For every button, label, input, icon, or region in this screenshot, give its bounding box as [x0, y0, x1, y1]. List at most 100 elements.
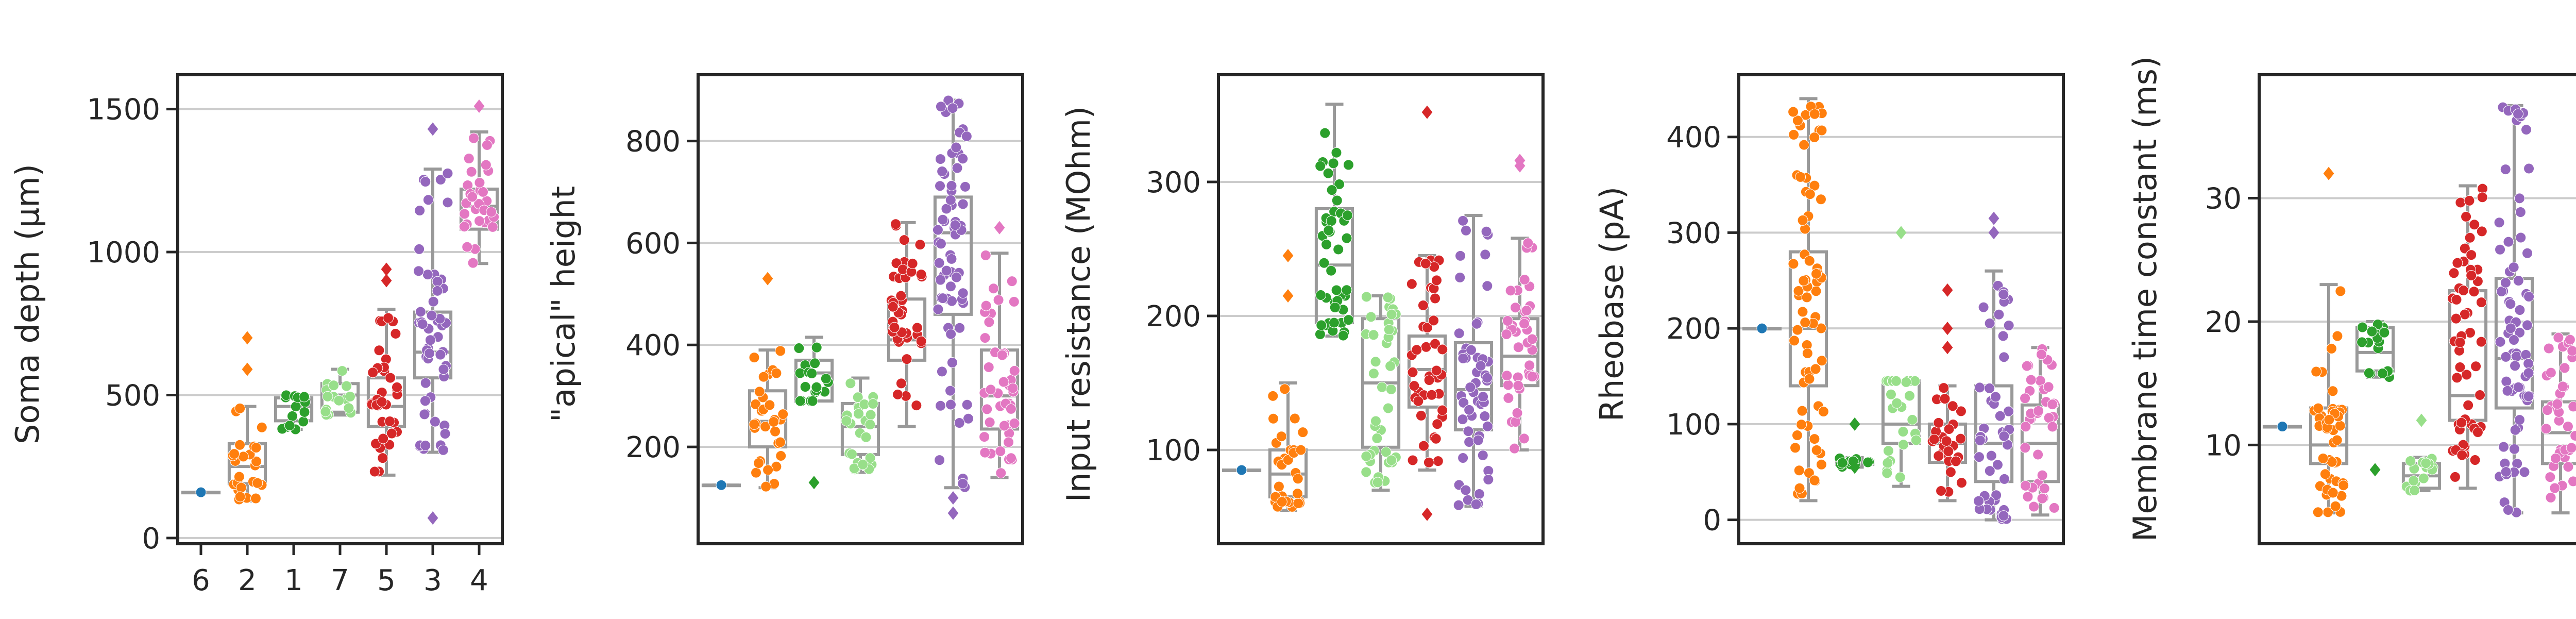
- axes-frame: [1217, 73, 1545, 545]
- cluster-1-box: [1834, 417, 1875, 474]
- data-point: [435, 349, 446, 360]
- data-point: [945, 281, 956, 292]
- y-tick-label: 500: [105, 379, 160, 412]
- data-point: [1407, 366, 1418, 378]
- data-point: [1273, 481, 1284, 492]
- cluster-3-box: [413, 122, 453, 525]
- outlier-point: [381, 274, 392, 288]
- data-point: [336, 365, 348, 377]
- data-point: [852, 392, 863, 403]
- x-tick-label: 1: [284, 564, 303, 597]
- data-point: [234, 403, 246, 414]
- data-point: [1797, 214, 1808, 226]
- data-point: [2047, 421, 2058, 432]
- data-point: [947, 103, 958, 114]
- data-point: [984, 416, 995, 428]
- data-point: [1329, 302, 1341, 313]
- data-point: [941, 265, 952, 276]
- outlier-point: [1421, 105, 1433, 119]
- data-point: [2468, 286, 2480, 297]
- data-point: [751, 467, 762, 478]
- data-point: [1481, 226, 1492, 237]
- data-point: [775, 437, 786, 448]
- data-point: [442, 168, 453, 179]
- data-point: [984, 316, 995, 328]
- cluster-6-box: [2262, 421, 2302, 432]
- x-tick-label: 4: [470, 564, 488, 597]
- data-point: [1993, 309, 2005, 320]
- data-point: [1994, 410, 2006, 422]
- data-point: [2405, 455, 2416, 466]
- data-point: [760, 421, 771, 432]
- data-point: [1810, 363, 1821, 375]
- data-point: [1318, 257, 1330, 269]
- data-point: [1809, 132, 1820, 143]
- data-point: [1341, 232, 1352, 244]
- data-point: [899, 235, 910, 246]
- data-point: [1432, 419, 1443, 430]
- data-point: [415, 306, 426, 317]
- outlier-point: [1988, 226, 1999, 240]
- data-point: [1800, 317, 1811, 328]
- data-point: [1343, 159, 1354, 171]
- data-point: [807, 395, 818, 407]
- data-point: [1482, 421, 1493, 432]
- data-point: [2332, 330, 2343, 342]
- data-point: [414, 205, 426, 216]
- data-point: [2032, 449, 2044, 460]
- data-point: [2021, 360, 2032, 372]
- data-point: [1293, 498, 1304, 509]
- data-point: [1370, 356, 1381, 367]
- data-point: [2500, 466, 2512, 477]
- data-point: [1005, 403, 1016, 414]
- data-point: [800, 381, 811, 392]
- data-point: [367, 367, 379, 378]
- data-point: [937, 293, 948, 304]
- data-point: [998, 376, 1009, 388]
- data-point: [480, 159, 492, 171]
- data-point: [419, 409, 430, 420]
- data-point: [2456, 449, 2468, 461]
- outlier-point: [1942, 322, 1953, 336]
- data-point: [2541, 405, 2553, 416]
- data-point: [413, 265, 425, 277]
- data-point: [234, 439, 246, 450]
- data-point: [1331, 147, 1342, 158]
- data-point: [2523, 291, 2535, 302]
- data-point: [2508, 262, 2519, 273]
- data-point: [1788, 258, 1799, 270]
- data-point: [892, 389, 904, 400]
- data-point: [959, 181, 971, 192]
- data-point: [1331, 285, 1342, 296]
- cluster-3-box: [932, 95, 974, 520]
- data-point: [1432, 456, 1444, 467]
- data-point: [2505, 323, 2516, 334]
- outlier-point: [242, 331, 253, 345]
- data-point: [2277, 421, 2288, 432]
- data-point: [1790, 442, 1801, 454]
- data-point: [2475, 389, 2486, 400]
- data-point: [2540, 423, 2552, 434]
- data-point: [390, 328, 401, 339]
- data-point: [998, 420, 1010, 431]
- data-point: [2455, 197, 2466, 208]
- data-point: [935, 274, 946, 286]
- data-point: [1804, 189, 1816, 200]
- data-point: [853, 408, 865, 420]
- data-point: [865, 409, 876, 421]
- data-point: [846, 448, 858, 460]
- data-point: [462, 241, 473, 253]
- data-point: [993, 294, 1004, 306]
- data-point: [1941, 436, 1952, 447]
- data-point: [2566, 442, 2576, 454]
- data-point: [2451, 294, 2462, 305]
- data-point: [1431, 275, 1442, 286]
- data-point: [2028, 501, 2040, 512]
- data-point: [1984, 382, 1995, 394]
- outlier-point: [473, 99, 485, 113]
- data-point: [945, 399, 956, 410]
- outlier-point: [1849, 460, 1860, 474]
- data-point: [1897, 426, 1909, 438]
- data-point: [1472, 434, 1484, 446]
- data-point: [963, 413, 974, 424]
